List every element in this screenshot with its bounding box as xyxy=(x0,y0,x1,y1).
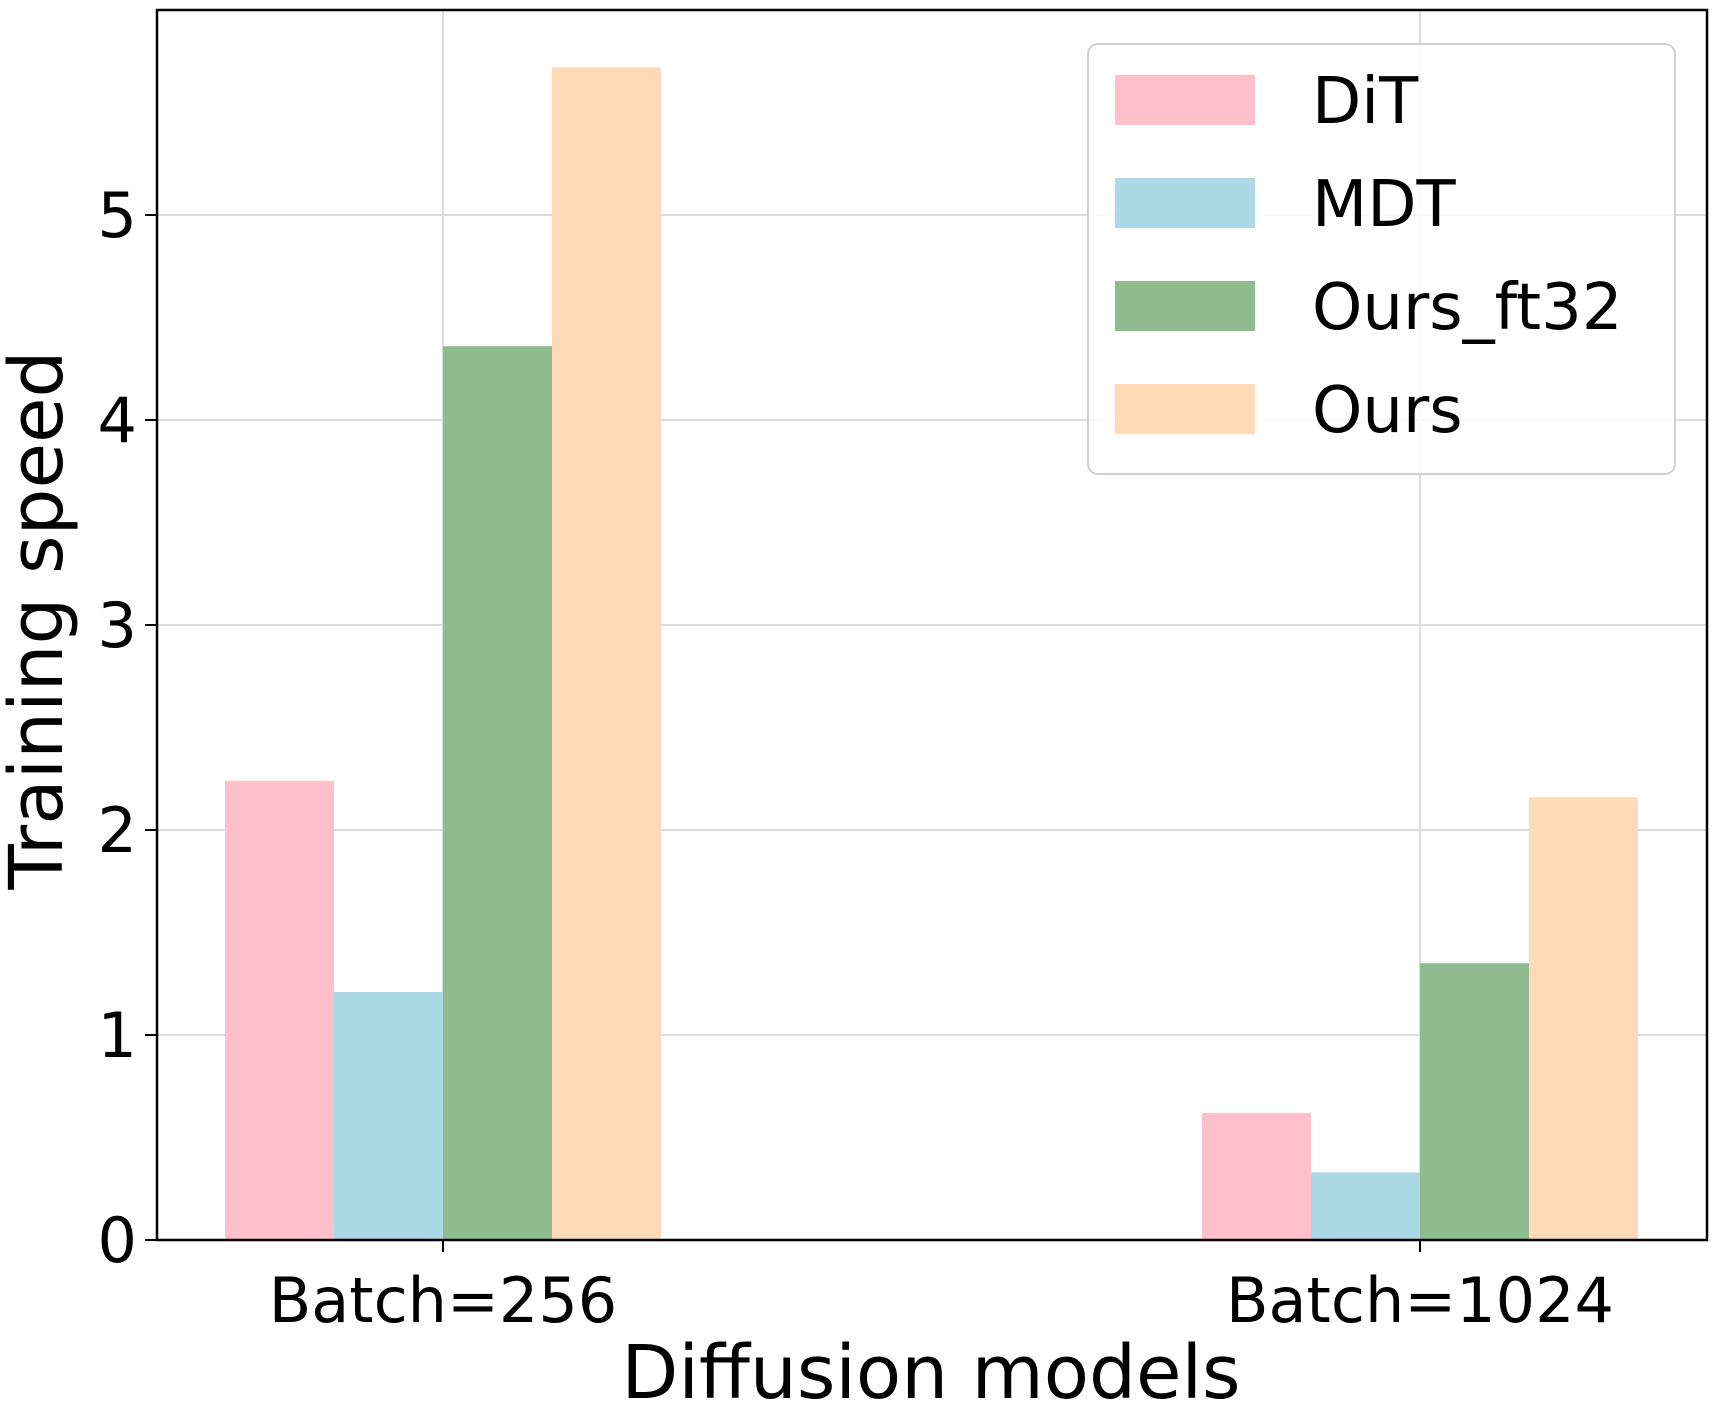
bar-ours-ft32 xyxy=(443,346,552,1240)
y-axis-title: Training speed xyxy=(0,350,80,890)
y-tick-label: 1 xyxy=(98,999,137,1072)
bar-mdt xyxy=(334,991,443,1240)
y-tick-label: 0 xyxy=(98,1204,137,1277)
legend-swatch xyxy=(1115,281,1255,331)
legend-swatch xyxy=(1115,178,1255,228)
legend-box xyxy=(1087,43,1676,475)
y-tick-label: 5 xyxy=(98,179,137,252)
tick-labels: 0 1 2 3 4 5 Batch=256 Batch=1024 xyxy=(98,179,1614,1337)
x-tick-label: Batch=1024 xyxy=(1226,1264,1614,1337)
plot-frame xyxy=(155,8,1709,1242)
axes xyxy=(145,8,1709,1252)
bars xyxy=(225,67,1638,1240)
bar-mdt xyxy=(1311,1172,1420,1240)
bar-ours-ft32 xyxy=(1420,963,1529,1240)
legend-label: MDT xyxy=(1312,168,1457,242)
legend: DiT MDT Ours_ft32 Ours xyxy=(1087,43,1676,475)
bar-dit xyxy=(1202,1112,1311,1240)
y-tick-label: 3 xyxy=(98,589,137,662)
x-axis-title: Diffusion models xyxy=(621,1330,1240,1407)
y-tick-label: 4 xyxy=(98,384,137,457)
bar-dit xyxy=(225,780,334,1240)
bar-ours xyxy=(1529,797,1638,1240)
legend-swatch xyxy=(1115,384,1255,434)
legend-label: DiT xyxy=(1312,65,1419,139)
legend-swatch xyxy=(1115,75,1255,125)
legend-label: Ours_ft32 xyxy=(1312,271,1623,345)
y-tick-label: 2 xyxy=(98,794,137,867)
bar-ours xyxy=(552,67,661,1240)
x-tick-label: Batch=256 xyxy=(269,1264,618,1337)
legend-label: Ours xyxy=(1312,374,1463,448)
